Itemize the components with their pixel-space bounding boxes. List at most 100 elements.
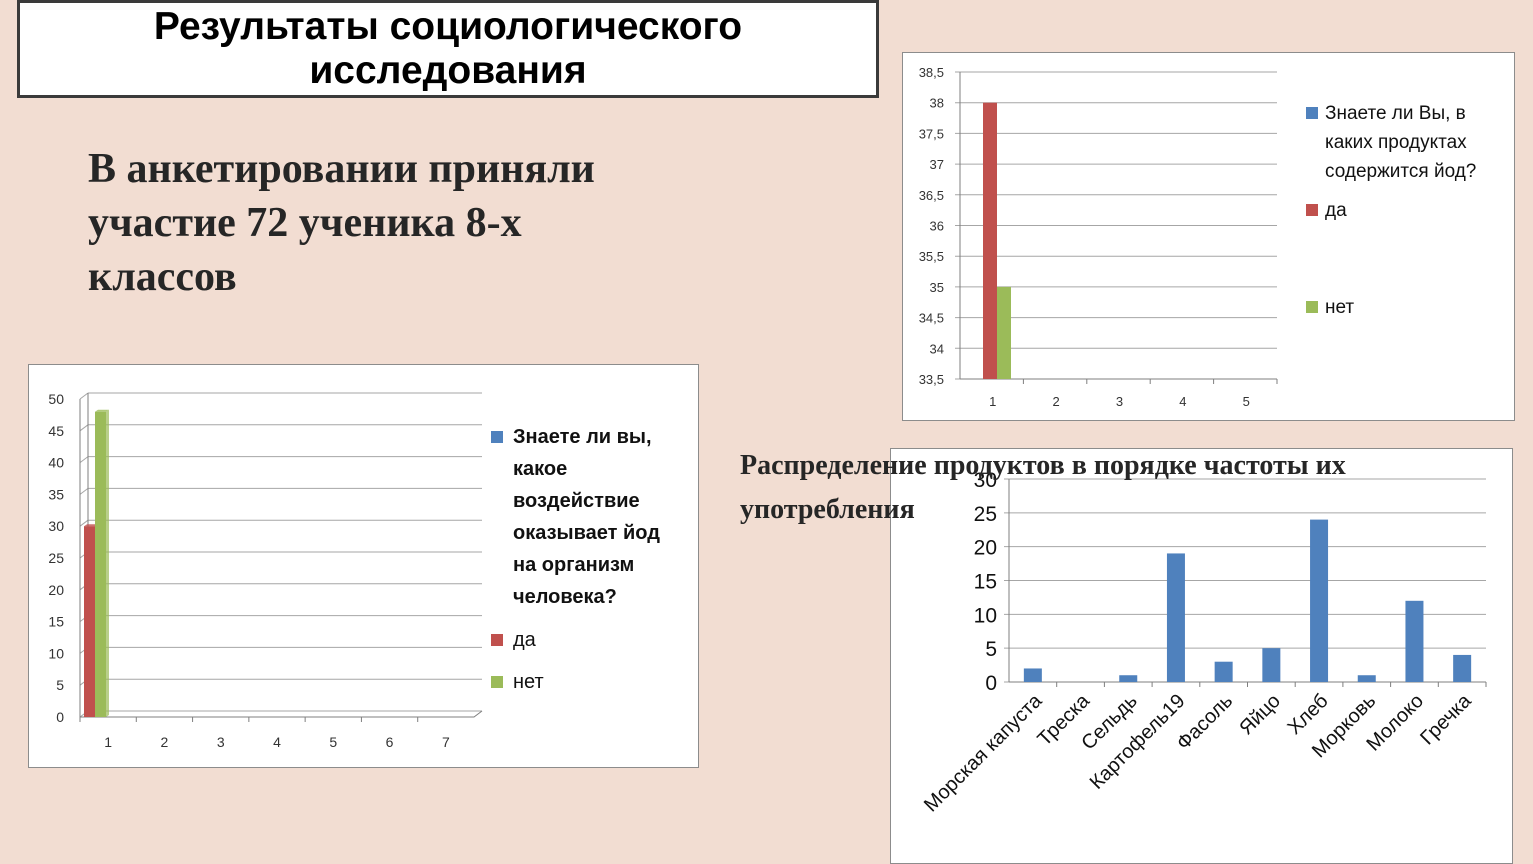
gridline-depth (79, 392, 89, 400)
food-frequency-chart: 0 5 10 15 20 25 30 Морская капуста Треска Сельдь К… (890, 448, 1513, 864)
legend-label: Знаете ли вы, (513, 426, 652, 448)
legend-swatch (491, 676, 503, 688)
slide-title-line2: исследования (309, 49, 587, 92)
distribution-title: Распределение продуктов в порядке частот… (740, 444, 1500, 532)
legend-swatch (1306, 301, 1318, 313)
bar (1262, 648, 1281, 682)
y-tick-label: 38 (930, 96, 944, 111)
y-tick-label: 25 (48, 550, 64, 566)
x-tick-label: 4 (1179, 394, 1186, 409)
y-tick-label: 36 (930, 219, 944, 234)
x-tick-label: 2 (1052, 394, 1059, 409)
y-tick-label: 20 (974, 537, 997, 560)
intro-line3: классов (88, 254, 237, 300)
y-tick-label: 35 (930, 280, 944, 295)
y-tick-label: 15 (974, 571, 997, 594)
x-tick-label: 6 (386, 734, 394, 750)
bar (1357, 675, 1376, 682)
y-tick-label: 20 (48, 582, 64, 598)
x-tick-label: Яйцо (1235, 690, 1284, 739)
bar (1310, 519, 1329, 682)
gridline-depth (79, 488, 89, 495)
bar (1023, 668, 1042, 682)
bar (1453, 654, 1472, 682)
y-tick-label: 5 (56, 677, 64, 693)
y-tick-label: 25 (974, 503, 997, 526)
x-tick-label: 1 (989, 394, 996, 409)
legend-swatch (1306, 107, 1318, 119)
distribution-title-line2: употребления (740, 494, 915, 525)
intro-line2: участие 72 ученика 8-х (88, 200, 522, 246)
y-tick-label: 45 (48, 423, 64, 439)
bar-side (106, 409, 109, 717)
legend-label: на организм (513, 554, 634, 576)
legend-label: нет (513, 671, 544, 693)
y-tick-label: 35,5 (919, 249, 944, 264)
legend-label: какое (513, 458, 567, 480)
bar (1166, 553, 1185, 682)
slide-title-line1: Результаты социологического (153, 5, 743, 48)
y-tick-label: 34,5 (919, 311, 944, 326)
legend-label: да (513, 629, 537, 651)
x-tick-label: 7 (442, 734, 450, 750)
bar (1405, 600, 1424, 682)
y-tick-label: 30 (48, 518, 64, 534)
slide-title: Результаты социологического исследования (17, 0, 879, 98)
y-tick-label: 36,5 (919, 188, 944, 203)
x-tick-label: 3 (1116, 394, 1123, 409)
x-tick-label: Гречка (1416, 689, 1476, 749)
x-tick-label: 1 (104, 734, 112, 750)
bar (95, 411, 106, 717)
iodine-products-chart: 33,5 34 34,5 35 35,5 36 36,5 37 37,5 38 38,5 1 2 3 4 5 З… (902, 52, 1515, 421)
axis-frame (79, 399, 483, 718)
legend-label: оказывает йод (513, 522, 660, 544)
legend-label: человека? (513, 586, 617, 608)
y-tick-label: 38,5 (919, 65, 944, 80)
distribution-title-line1: Распределение продуктов в порядке частот… (740, 450, 1346, 481)
bar-top (95, 409, 109, 412)
y-tick-label: 10 (48, 645, 64, 661)
bar-top (84, 524, 98, 527)
gridline-depth (79, 519, 89, 527)
y-tick-label: 37,5 (919, 126, 944, 141)
legend-swatch (1306, 204, 1318, 216)
bar (1119, 675, 1138, 682)
bar (84, 526, 95, 717)
y-tick-label: 37 (930, 157, 944, 172)
gridline-depth (79, 456, 89, 463)
y-tick-label: 0 (985, 672, 997, 695)
x-tick-label: Морская капуста (920, 689, 1047, 816)
legend-swatch (491, 634, 503, 646)
legend-label: воздействие (513, 490, 640, 512)
bar (1214, 661, 1233, 682)
y-tick-label: 33,5 (919, 372, 944, 387)
x-tick-label: 4 (273, 734, 281, 750)
legend-label: да (1325, 200, 1347, 221)
intro-line1: В анкетировании приняли (88, 146, 595, 192)
x-tick-label: 5 (329, 734, 337, 750)
legend-swatch (491, 431, 503, 443)
x-tick-label: 2 (161, 734, 169, 750)
legend-label: нет (1325, 297, 1354, 318)
legend-label: содержится йод? (1325, 161, 1476, 182)
y-tick-label: 0 (56, 709, 64, 725)
gridline-depth (79, 424, 89, 432)
survey-intro: В анкетировании приняли участие 72 учени… (88, 142, 708, 304)
legend-label: каких продуктах (1325, 132, 1467, 153)
x-tick-label: 5 (1243, 394, 1250, 409)
y-tick-label: 10 (974, 604, 997, 627)
y-tick-label: 15 (48, 614, 64, 630)
y-tick-label: 30 (974, 469, 997, 492)
y-tick-label: 40 (48, 455, 64, 471)
legend-label: Знаете ли Вы, в (1325, 103, 1466, 124)
bar (983, 102, 997, 379)
y-tick-label: 50 (48, 391, 64, 407)
y-tick-label: 5 (985, 638, 997, 661)
y-tick-label: 35 (48, 486, 64, 502)
x-tick-label: 3 (217, 734, 225, 750)
iodine-effect-chart: 0 5 10 15 20 25 30 35 40 45 50 1 2 3 4 5 6 7 Знаете ли вы,… (28, 364, 699, 768)
y-tick-label: 34 (930, 341, 944, 356)
